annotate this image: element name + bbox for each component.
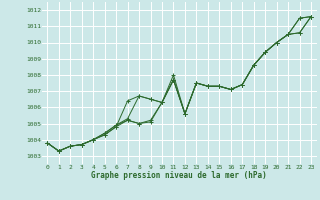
X-axis label: Graphe pression niveau de la mer (hPa): Graphe pression niveau de la mer (hPa) — [91, 171, 267, 180]
